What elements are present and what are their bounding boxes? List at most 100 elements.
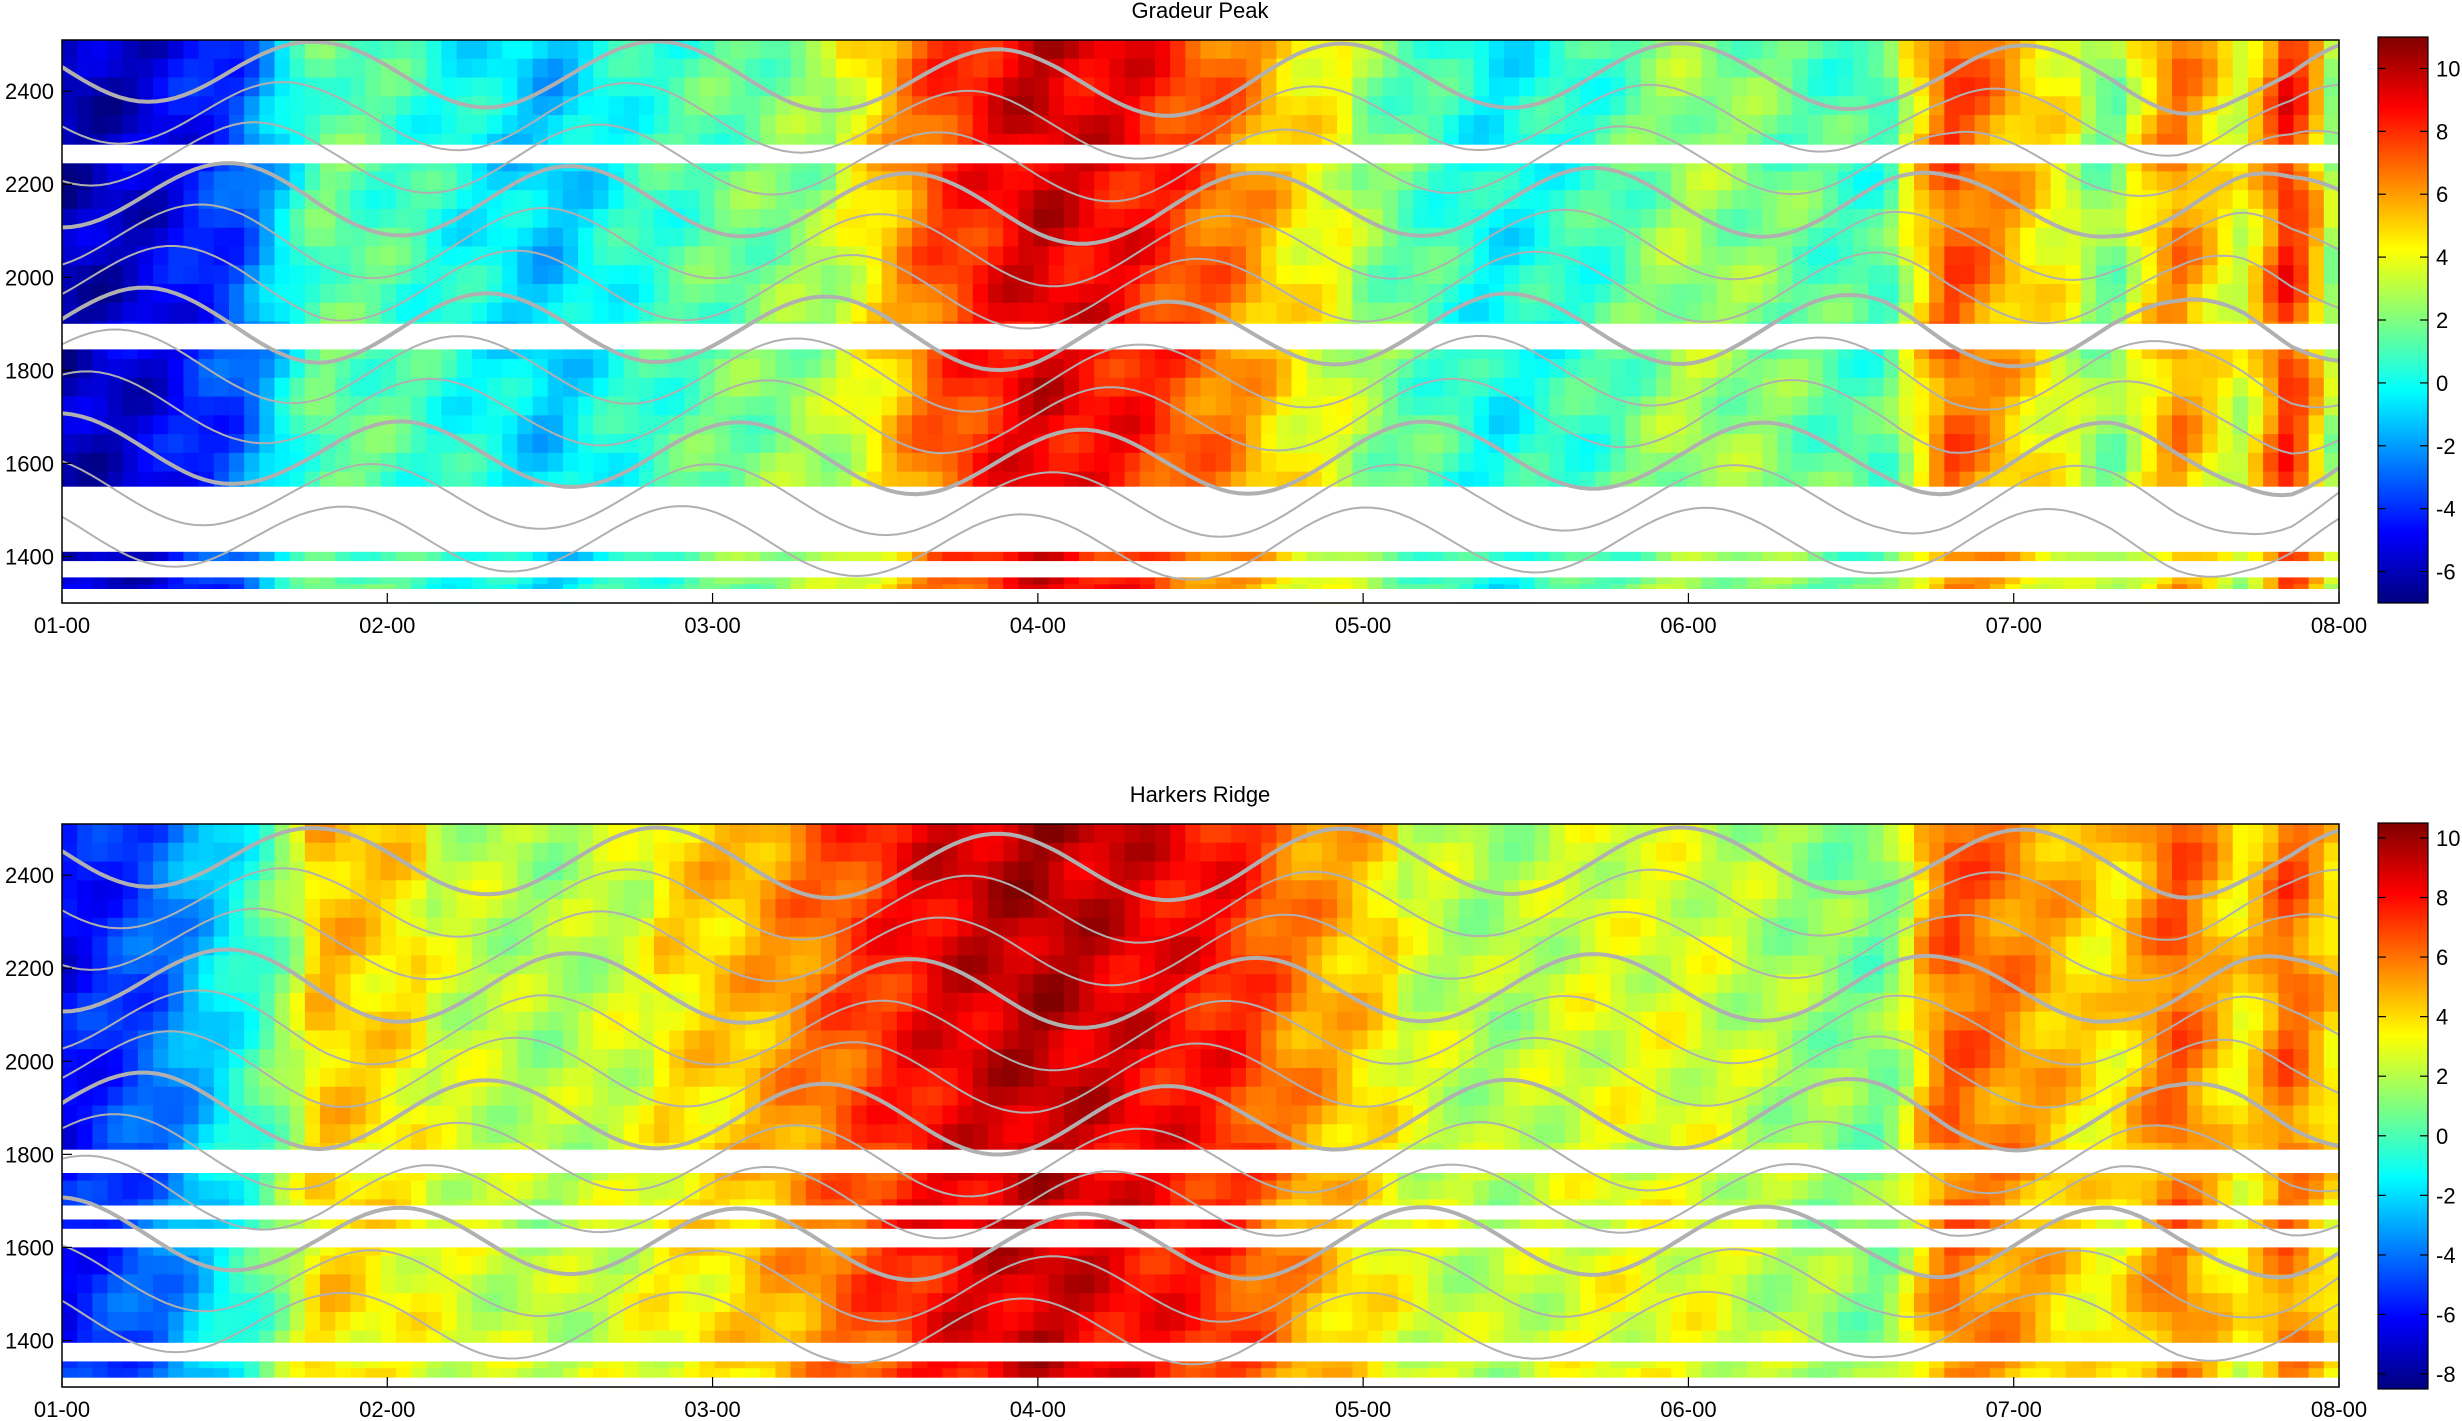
- heatmap-cell: [836, 77, 852, 97]
- heatmap-cell: [1063, 246, 1080, 266]
- heatmap-cell: [2247, 415, 2264, 435]
- heatmap-cell: [1883, 58, 1900, 79]
- heatmap-cell: [228, 1274, 245, 1294]
- heatmap-cell: [2202, 265, 2219, 285]
- heatmap-cell: [395, 208, 412, 229]
- heatmap-cell: [562, 171, 579, 191]
- heatmap-cell: [1853, 415, 1870, 435]
- heatmap-cell: [1109, 359, 1126, 379]
- heatmap-cell: [760, 208, 777, 229]
- heatmap-cell: [62, 115, 78, 135]
- heatmap-cell: [821, 96, 837, 116]
- heatmap-cell: [699, 77, 716, 97]
- heatmap-cell: [335, 302, 352, 323]
- panel-harkers-ridge: Harkers Ridge 01-00 02-00 03-00 04-00 05-00 0…: [5, 782, 2460, 1421]
- heatmap-cell: [1822, 58, 1839, 79]
- heatmap-cell: [213, 208, 230, 229]
- heatmap-cell: [228, 1311, 245, 1332]
- heatmap-cell: [775, 40, 792, 60]
- heatmap-cell: [714, 434, 731, 454]
- heatmap-cell: [1200, 377, 1217, 398]
- heatmap-cell: [2005, 208, 2021, 229]
- heatmap-cell: [729, 283, 746, 304]
- heatmap-cell: [1063, 377, 1080, 398]
- heatmap-cell: [1458, 452, 1475, 473]
- heatmap-cell: [957, 190, 974, 210]
- heatmap-cell: [1640, 58, 1657, 79]
- heatmap-cell: [1686, 246, 1703, 266]
- heatmap-cell: [1701, 58, 1718, 79]
- heatmap-cell: [1807, 415, 1824, 435]
- heatmap-cell: [745, 283, 761, 304]
- heatmap-cell: [1944, 190, 1961, 210]
- heatmap-cell: [1413, 302, 1429, 323]
- heatmap-cell: [2263, 415, 2279, 435]
- heatmap-cell: [1488, 302, 1505, 323]
- heatmap-cell: [1777, 171, 1794, 191]
- heatmap-cell: [1261, 415, 1277, 435]
- heatmap-cell: [2156, 396, 2173, 416]
- heatmap-cell: [168, 302, 185, 323]
- heatmap-cell: [350, 471, 367, 491]
- heatmap-cell: [1640, 377, 1657, 398]
- heatmap-cell: [745, 359, 761, 379]
- heatmap-cell: [92, 1180, 109, 1200]
- heatmap-cell: [153, 1049, 169, 1069]
- heatmap-cell: [1746, 190, 1763, 210]
- heatmap-cell: [987, 246, 1004, 266]
- heatmap-cell: [821, 471, 837, 491]
- heatmap-cell: [1913, 58, 1930, 79]
- heatmap-cell: [426, 58, 443, 79]
- heatmap-cell: [654, 58, 670, 79]
- heatmap-cell: [684, 58, 701, 79]
- heatmap-cell: [289, 227, 306, 248]
- heatmap-cell: [2323, 415, 2340, 435]
- heatmap-cell: [896, 283, 913, 304]
- heatmap-cell: [532, 171, 549, 191]
- heatmap-cell: [2278, 190, 2295, 210]
- heatmap-cell: [365, 265, 382, 285]
- heatmap-cell: [137, 471, 154, 491]
- heatmap-cell: [1048, 302, 1065, 323]
- heatmap-cell: [183, 246, 200, 266]
- heatmap-cell: [1716, 77, 1733, 97]
- heatmap-cell: [1458, 171, 1475, 191]
- heatmap-cell: [1382, 283, 1399, 304]
- heatmap-cell: [1640, 77, 1657, 97]
- heatmap-cell: [1929, 359, 1945, 379]
- heatmap-cell: [228, 359, 245, 379]
- heatmap-cell: [168, 40, 185, 60]
- heatmap-cell: [1397, 227, 1414, 248]
- heatmap-cell: [2050, 302, 2067, 323]
- heatmap-cell: [1686, 115, 1703, 135]
- heatmap-cell: [714, 471, 731, 491]
- heatmap-cell: [168, 227, 185, 248]
- heatmap-cell: [881, 415, 898, 435]
- heatmap-cell: [1822, 115, 1839, 135]
- heatmap-cell: [244, 974, 260, 994]
- heatmap-cell: [790, 302, 807, 323]
- heatmap-cell: [1473, 246, 1490, 266]
- heatmap-cell: [1898, 415, 1915, 435]
- heatmap-cell: [1610, 246, 1627, 266]
- heatmap-cell: [593, 171, 610, 191]
- heatmap-cell: [1883, 227, 1900, 248]
- heatmap-cell: [122, 115, 139, 135]
- heatmap-cell: [1822, 452, 1839, 473]
- heatmap-cell: [137, 1180, 154, 1200]
- heatmap-cell: [1458, 396, 1475, 416]
- heatmap-cell: [2247, 396, 2264, 416]
- heatmap-cell: [1337, 415, 1353, 435]
- heatmap-cell: [1868, 190, 1885, 210]
- heatmap-cell: [1671, 58, 1687, 79]
- heatmap-cell: [972, 227, 989, 248]
- heatmap-cell: [1382, 359, 1399, 379]
- heatmap-cell: [987, 302, 1004, 323]
- heatmap-cell: [942, 208, 959, 229]
- heatmap-cell: [244, 227, 260, 248]
- heatmap-cell: [1185, 77, 1202, 97]
- heatmap-cell: [92, 302, 109, 323]
- heatmap-cell: [2247, 359, 2264, 379]
- heatmap-cell: [1246, 415, 1262, 435]
- heatmap-cell: [365, 208, 382, 229]
